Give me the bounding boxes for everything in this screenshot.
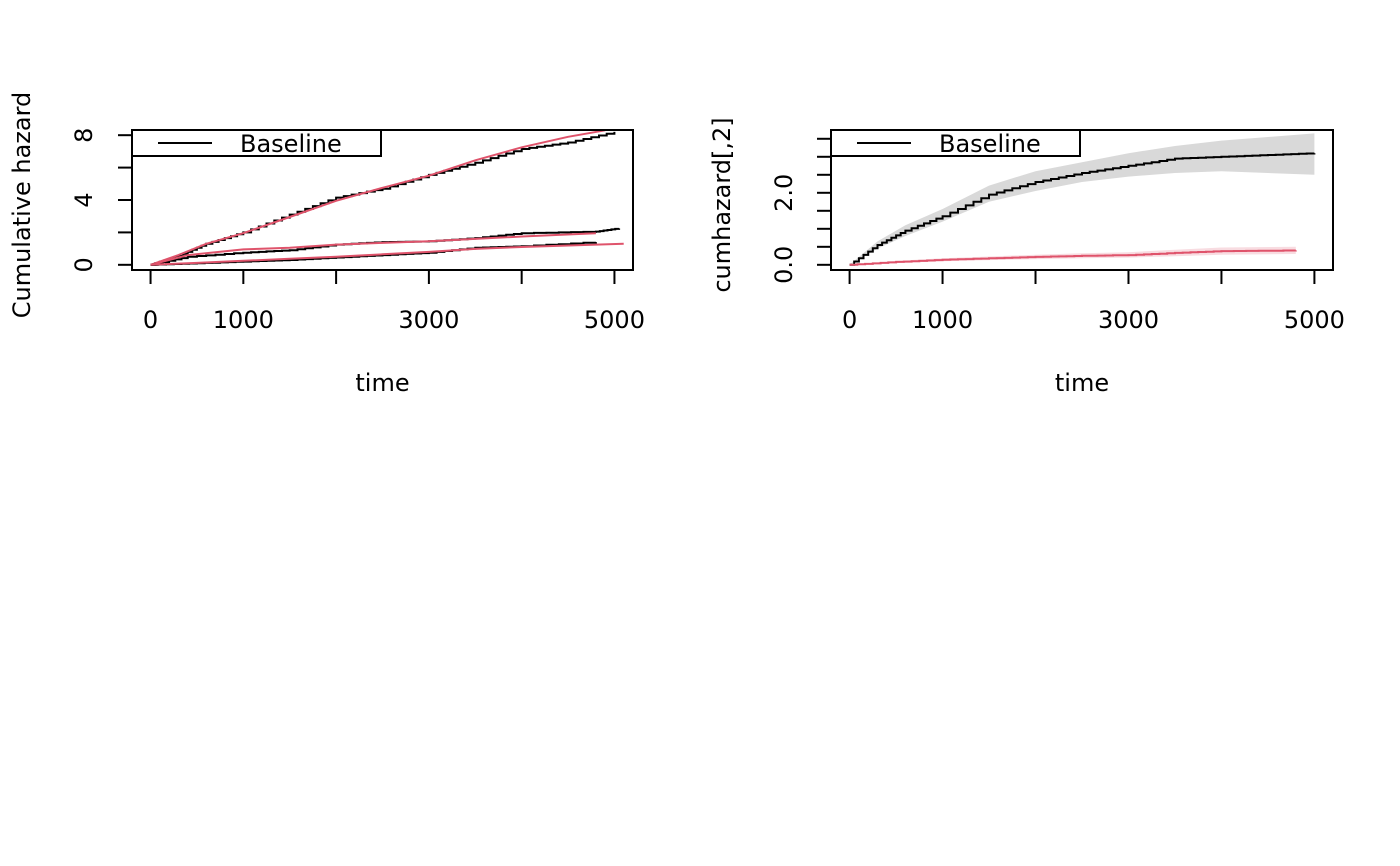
x-tick-label-0: 0 xyxy=(842,306,857,334)
confidence-band-0 xyxy=(849,133,1315,265)
y-tick-label-0: 0.0 xyxy=(770,246,798,284)
cumhazard-column-2-panel: 0 1000 3000 5000 0.0 2.0 time cumhazard[,2] Base… xyxy=(708,117,1345,397)
x-tick-label-5: 5000 xyxy=(1284,306,1345,334)
legend: Baseline xyxy=(830,129,1081,158)
series-line-5 xyxy=(150,242,624,266)
y-axis-title: cumhazard[,2] xyxy=(708,117,736,292)
y-axis-title: Cumulative hazard xyxy=(8,92,36,319)
y-tick-label-0: 0 xyxy=(70,257,98,272)
x-tick-label-5: 5000 xyxy=(584,306,645,334)
x-tick-label-1: 1000 xyxy=(912,306,973,334)
legend-label: Baseline xyxy=(240,130,342,158)
series-line-1 xyxy=(849,249,1297,266)
x-tick-label-1: 1000 xyxy=(213,306,274,334)
series-line-0 xyxy=(849,152,1316,266)
y-tick-label-4: 2.0 xyxy=(770,174,798,212)
x-tick-label-3: 3000 xyxy=(1098,306,1159,334)
y-tick-label-4: 8 xyxy=(70,128,98,143)
series-line-1 xyxy=(150,129,606,266)
legend-label: Baseline xyxy=(939,130,1041,158)
cumulative-hazard-panel: 0 1000 3000 5000 0 4 8 time Cumulative hazard Bas… xyxy=(8,92,645,397)
x-tick-label-3: 3000 xyxy=(398,306,459,334)
x-axis-title: time xyxy=(355,369,409,397)
x-axis-title: time xyxy=(1055,369,1109,397)
series-line-3 xyxy=(150,232,596,266)
y-tick-label-2: 4 xyxy=(70,192,98,207)
x-tick-label-0: 0 xyxy=(143,306,158,334)
legend-box xyxy=(131,129,382,157)
legend: Baseline xyxy=(131,129,382,158)
